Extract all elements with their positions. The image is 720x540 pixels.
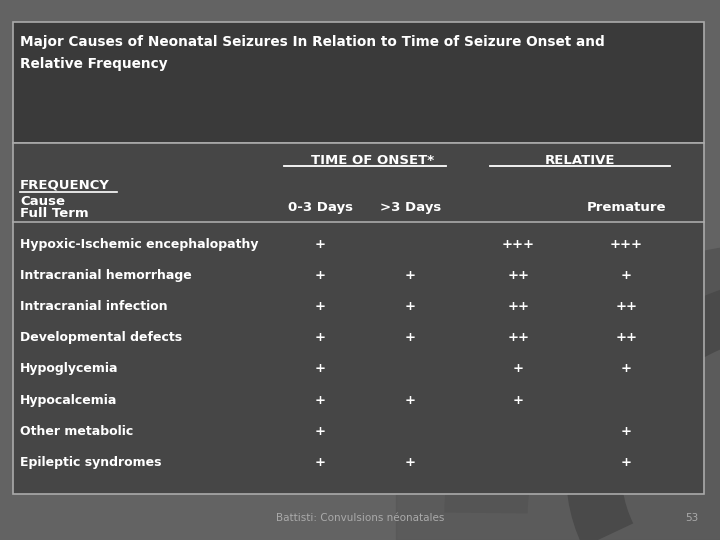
Text: Major Causes of Neonatal Seizures In Relation to Time of Seizure Onset and: Major Causes of Neonatal Seizures In Rel…: [20, 35, 605, 49]
Text: +: +: [315, 425, 326, 438]
Text: Hypoxic-Ischemic encephalopathy: Hypoxic-Ischemic encephalopathy: [20, 238, 258, 251]
Text: ++: ++: [508, 300, 529, 313]
Text: FREQUENCY: FREQUENCY: [20, 178, 110, 191]
Text: +: +: [513, 394, 524, 407]
Text: 0-3 Days: 0-3 Days: [288, 201, 353, 214]
Polygon shape: [396, 270, 720, 540]
Text: +: +: [621, 425, 632, 438]
Text: +: +: [621, 456, 632, 469]
Bar: [13, 143, 704, 494]
Text: +: +: [513, 362, 524, 375]
Text: >3 Days: >3 Days: [379, 201, 441, 214]
Text: Premature: Premature: [587, 201, 666, 214]
Text: +: +: [405, 332, 416, 345]
Text: +: +: [405, 300, 416, 313]
Text: Full Term: Full Term: [20, 207, 89, 220]
Text: 53: 53: [685, 514, 698, 523]
Text: +: +: [621, 362, 632, 375]
Text: +: +: [405, 456, 416, 469]
Text: +: +: [315, 332, 326, 345]
Text: +++: +++: [610, 238, 643, 251]
Text: Battisti: Convulsions néonatales: Battisti: Convulsions néonatales: [276, 514, 444, 523]
Text: Epileptic syndromes: Epileptic syndromes: [20, 456, 162, 469]
Text: +: +: [315, 362, 326, 375]
Text: +: +: [315, 238, 326, 251]
Text: +: +: [405, 394, 416, 407]
Bar: [13, 22, 704, 143]
Text: Intracranial infection: Intracranial infection: [20, 300, 168, 313]
Text: ++: ++: [508, 332, 529, 345]
Text: +: +: [315, 300, 326, 313]
Text: ++: ++: [616, 332, 637, 345]
Text: RELATIVE: RELATIVE: [544, 154, 615, 167]
Text: +: +: [315, 394, 326, 407]
Text: Intracranial hemorrhage: Intracranial hemorrhage: [20, 269, 192, 282]
Text: Developmental defects: Developmental defects: [20, 332, 182, 345]
Text: +++: +++: [502, 238, 535, 251]
Text: Other metabolic: Other metabolic: [20, 425, 133, 438]
Text: Hypocalcemia: Hypocalcemia: [20, 394, 117, 407]
Text: +: +: [405, 269, 416, 282]
Text: Hypoglycemia: Hypoglycemia: [20, 362, 119, 375]
Text: +: +: [315, 456, 326, 469]
Text: Relative Frequency: Relative Frequency: [20, 57, 168, 71]
Text: ++: ++: [508, 269, 529, 282]
Text: +: +: [621, 269, 632, 282]
Text: TIME OF ONSET*: TIME OF ONSET*: [311, 154, 434, 167]
Text: +: +: [315, 269, 326, 282]
Text: ++: ++: [616, 300, 637, 313]
Text: Cause: Cause: [20, 195, 65, 208]
